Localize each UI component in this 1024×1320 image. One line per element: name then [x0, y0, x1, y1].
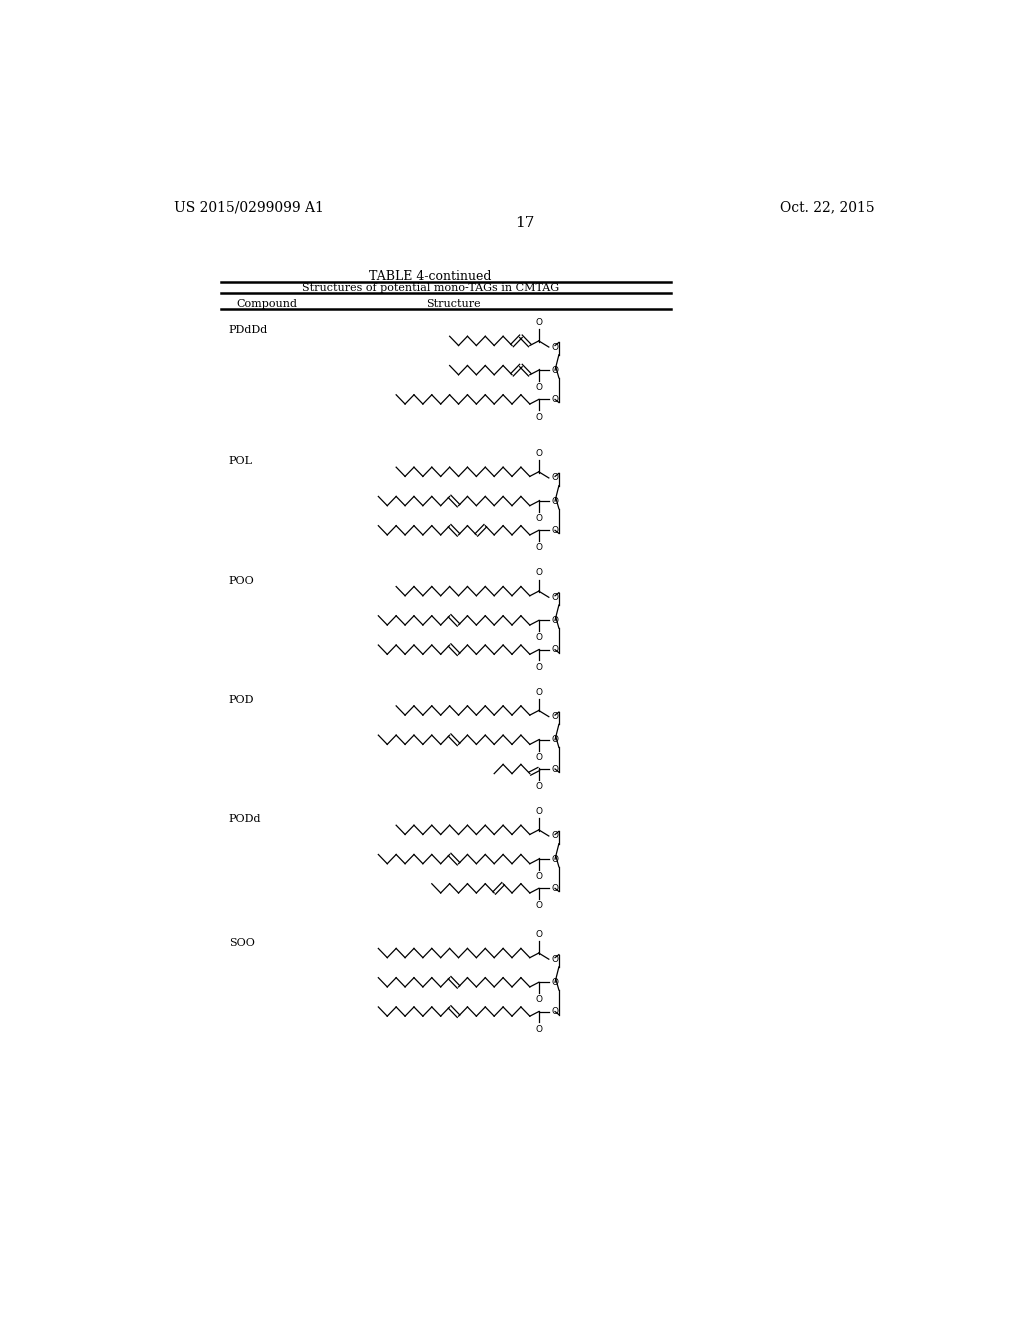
Text: O: O: [536, 544, 543, 552]
Text: O: O: [536, 383, 543, 392]
Text: O: O: [551, 832, 558, 841]
Text: O: O: [536, 688, 543, 697]
Text: PDdDd: PDdDd: [228, 326, 268, 335]
Text: POO: POO: [228, 576, 255, 586]
Text: O: O: [551, 343, 558, 351]
Text: O: O: [536, 752, 543, 762]
Text: O: O: [551, 954, 558, 964]
Text: Structure: Structure: [426, 300, 481, 309]
Text: O: O: [536, 781, 543, 791]
Text: O: O: [536, 515, 543, 523]
Text: PODd: PODd: [228, 814, 261, 825]
Text: O: O: [551, 366, 558, 375]
Text: O: O: [551, 713, 558, 721]
Text: POL: POL: [228, 457, 253, 466]
Text: O: O: [536, 1024, 543, 1034]
Text: O: O: [551, 496, 558, 506]
Text: O: O: [536, 902, 543, 911]
Text: O: O: [551, 854, 558, 863]
Text: O: O: [551, 474, 558, 482]
Text: O: O: [551, 645, 558, 655]
Text: Compound: Compound: [237, 300, 298, 309]
Text: Structures of potential mono-TAGs in CMTAG: Structures of potential mono-TAGs in CMT…: [302, 284, 559, 293]
Text: O: O: [536, 995, 543, 1005]
Text: 17: 17: [515, 216, 535, 230]
Text: O: O: [551, 735, 558, 744]
Text: US 2015/0299099 A1: US 2015/0299099 A1: [174, 201, 325, 215]
Text: O: O: [536, 634, 543, 643]
Text: O: O: [551, 884, 558, 892]
Text: O: O: [551, 593, 558, 602]
Text: O: O: [536, 807, 543, 816]
Text: O: O: [536, 663, 543, 672]
Text: O: O: [536, 412, 543, 421]
Text: O: O: [551, 525, 558, 535]
Text: O: O: [551, 1007, 558, 1016]
Text: O: O: [551, 616, 558, 624]
Text: TABLE 4-continued: TABLE 4-continued: [369, 271, 492, 282]
Text: O: O: [536, 449, 543, 458]
Text: O: O: [551, 978, 558, 987]
Text: O: O: [551, 764, 558, 774]
Text: O: O: [536, 318, 543, 327]
Text: O: O: [536, 569, 543, 577]
Text: SOO: SOO: [228, 937, 255, 948]
Text: POD: POD: [228, 696, 254, 705]
Text: O: O: [536, 931, 543, 940]
Text: Oct. 22, 2015: Oct. 22, 2015: [780, 201, 876, 215]
Text: O: O: [536, 873, 543, 882]
Text: O: O: [551, 395, 558, 404]
